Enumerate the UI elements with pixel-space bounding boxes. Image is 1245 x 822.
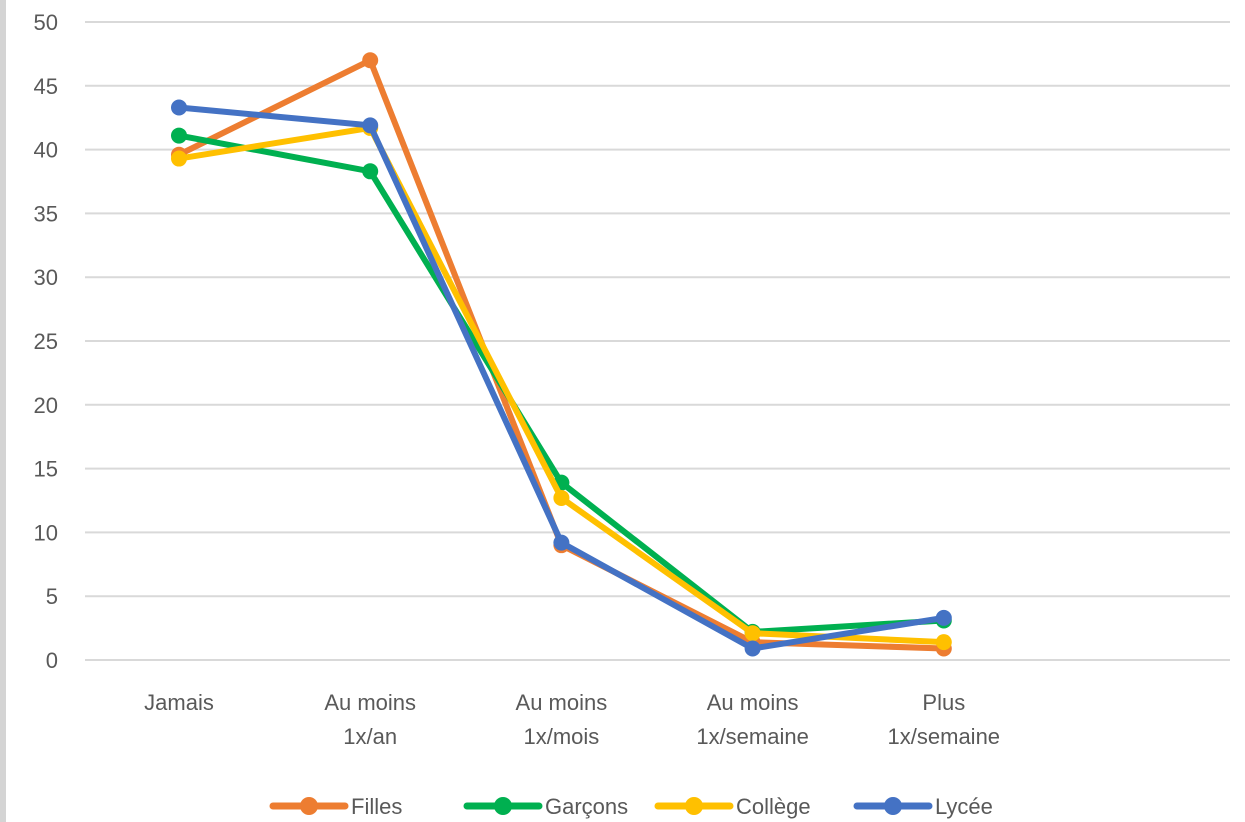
x-category-label-line: Au moins bbox=[324, 690, 416, 715]
y-tick-label: 10 bbox=[34, 520, 58, 545]
legend: Filles Garçons Collège Lycée bbox=[269, 794, 993, 819]
y-tick-label: 40 bbox=[34, 138, 58, 163]
y-tick-label: 50 bbox=[34, 10, 58, 35]
data-point bbox=[171, 127, 187, 144]
series-line bbox=[176, 132, 947, 635]
data-point bbox=[744, 625, 761, 642]
series-Collège bbox=[171, 119, 952, 651]
data-point bbox=[935, 634, 952, 651]
data-point bbox=[935, 609, 952, 626]
y-tick-label: 20 bbox=[34, 393, 58, 418]
legend-item: Collège bbox=[654, 794, 811, 819]
legend-marker bbox=[494, 797, 512, 815]
data-point bbox=[553, 534, 570, 551]
legend-item: Garçons bbox=[463, 794, 628, 819]
data-point bbox=[744, 640, 761, 657]
legend-label: Collège bbox=[736, 794, 811, 819]
legend-item: Filles bbox=[269, 794, 402, 819]
x-category-label-line: Plus bbox=[922, 690, 965, 715]
y-tick-label: 35 bbox=[34, 201, 58, 226]
x-category-label-line: 1x/semaine bbox=[696, 724, 809, 749]
y-tick-label: 25 bbox=[34, 329, 58, 354]
gridlines bbox=[85, 21, 1230, 661]
y-tick-label: 30 bbox=[34, 265, 58, 290]
series-line bbox=[176, 104, 947, 652]
x-category-label-line: 1x/mois bbox=[524, 724, 600, 749]
y-tick-label: 0 bbox=[46, 648, 58, 673]
x-category-label-line: Au moins bbox=[707, 690, 799, 715]
x-category-label-line: 1x/an bbox=[343, 724, 397, 749]
legend-label: Garçons bbox=[545, 794, 628, 819]
data-point bbox=[171, 99, 187, 116]
y-tick-label: 5 bbox=[46, 584, 58, 609]
x-category-label: Au moins 1x/an bbox=[324, 690, 416, 749]
left-edge-border bbox=[0, 0, 6, 822]
legend-marker bbox=[685, 797, 703, 815]
legend-marker bbox=[884, 797, 902, 815]
y-tick-label: 45 bbox=[34, 74, 58, 99]
x-category-label-line: Au moins bbox=[516, 690, 608, 715]
data-point bbox=[362, 163, 379, 180]
x-category-label: Plus 1x/semaine bbox=[888, 690, 1001, 749]
x-category-label-line: 1x/semaine bbox=[888, 724, 1001, 749]
x-category-label: Jamais bbox=[144, 690, 214, 715]
y-axis-tick-labels: 0 5 10 15 20 25 30 35 40 45 50 bbox=[34, 10, 58, 673]
series-Lycée bbox=[171, 99, 952, 657]
data-point bbox=[362, 52, 379, 69]
data-point bbox=[362, 117, 379, 134]
data-point bbox=[553, 489, 570, 506]
x-category-label: Au moins 1x/semaine bbox=[696, 690, 809, 749]
legend-label: Lycée bbox=[935, 794, 993, 819]
x-category-label: Au moins 1x/mois bbox=[516, 690, 608, 749]
legend-item: Lycée bbox=[853, 794, 993, 819]
data-point bbox=[171, 150, 187, 167]
series-line bbox=[176, 124, 947, 646]
y-tick-label: 15 bbox=[34, 457, 58, 482]
series-lines bbox=[171, 52, 952, 657]
legend-marker bbox=[300, 797, 318, 815]
legend-label: Filles bbox=[351, 794, 402, 819]
x-category-label-line: Jamais bbox=[144, 690, 214, 715]
series-Garçons bbox=[171, 127, 952, 640]
series-line bbox=[176, 57, 947, 652]
